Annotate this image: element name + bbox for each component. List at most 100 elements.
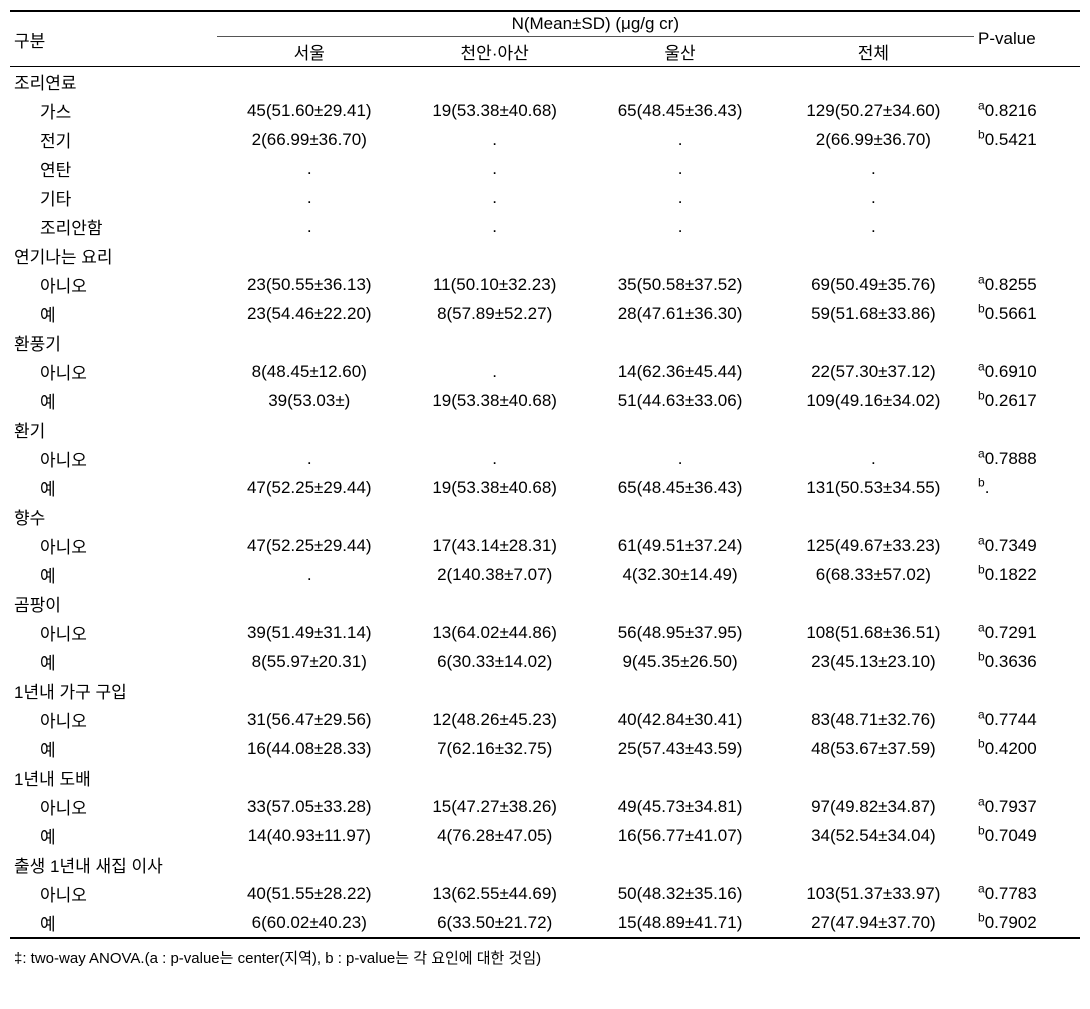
cell-cheonan: . xyxy=(402,212,587,241)
cell-cheonan: 7(62.16±32.75) xyxy=(402,734,587,763)
pvalue-value: 0.2617 xyxy=(985,391,1037,410)
cell-ulsan: 28(47.61±36.30) xyxy=(587,299,772,328)
row-label: 예 xyxy=(10,386,217,415)
cell-seoul: 45(51.60±29.41) xyxy=(217,96,402,125)
cell-cheonan: 13(62.55±44.69) xyxy=(402,879,587,908)
cell-total: 103(51.37±33.97) xyxy=(773,879,974,908)
cell-ulsan: 50(48.32±35.16) xyxy=(587,879,772,908)
cell-total: 125(49.67±33.23) xyxy=(773,531,974,560)
cell-total: 129(50.27±34.60) xyxy=(773,96,974,125)
pvalue-value: 0.7783 xyxy=(985,884,1037,903)
cell-total: 108(51.68±36.51) xyxy=(773,618,974,647)
cell-ulsan: 65(48.45±36.43) xyxy=(587,473,772,502)
pvalue-value: . xyxy=(985,478,990,497)
cell-seoul: 33(57.05±33.28) xyxy=(217,792,402,821)
cell-seoul: 23(54.46±22.20) xyxy=(217,299,402,328)
cell-seoul: 47(52.25±29.44) xyxy=(217,531,402,560)
row-label: 아니오 xyxy=(10,444,217,473)
cell-ulsan: 9(45.35±26.50) xyxy=(587,647,772,676)
table-row: 전기2(66.99±36.70)..2(66.99±36.70)b0.5421 xyxy=(10,125,1080,154)
pvalue-superscript: b xyxy=(978,127,985,141)
header-category: 구분 xyxy=(10,11,217,67)
cell-cheonan: . xyxy=(402,183,587,212)
row-label: 예 xyxy=(10,734,217,763)
table-row: 연탄.... xyxy=(10,154,1080,183)
cell-total: 2(66.99±36.70) xyxy=(773,125,974,154)
cell-cheonan: 6(30.33±14.02) xyxy=(402,647,587,676)
cell-seoul: 47(52.25±29.44) xyxy=(217,473,402,502)
cell-total: 97(49.82±34.87) xyxy=(773,792,974,821)
cell-total: 109(49.16±34.02) xyxy=(773,386,974,415)
section-title-row: 환기 xyxy=(10,415,1080,444)
row-label: 아니오 xyxy=(10,705,217,734)
section-title: 연기나는 요리 xyxy=(10,241,217,270)
cell-pvalue xyxy=(974,154,1080,183)
cell-ulsan: . xyxy=(587,183,772,212)
cell-pvalue: b. xyxy=(974,473,1080,502)
row-label: 예 xyxy=(10,299,217,328)
cell-ulsan: 51(44.63±33.06) xyxy=(587,386,772,415)
section-title: 조리연료 xyxy=(10,67,217,97)
table-row: 가스45(51.60±29.41)19(53.38±40.68)65(48.45… xyxy=(10,96,1080,125)
header-total: 전체 xyxy=(773,37,974,67)
section-title-row: 환풍기 xyxy=(10,328,1080,357)
pvalue-superscript: b xyxy=(978,736,985,750)
cell-cheonan: 6(33.50±21.72) xyxy=(402,908,587,938)
cell-cheonan: 4(76.28±47.05) xyxy=(402,821,587,850)
section-title-row: 1년내 도배 xyxy=(10,763,1080,792)
table-row: 예14(40.93±11.97)4(76.28±47.05)16(56.77±4… xyxy=(10,821,1080,850)
cell-seoul: 14(40.93±11.97) xyxy=(217,821,402,850)
cell-pvalue: b0.7049 xyxy=(974,821,1080,850)
cell-seoul: 39(53.03±) xyxy=(217,386,402,415)
table-row: 아니오33(57.05±33.28)15(47.27±38.26)49(45.7… xyxy=(10,792,1080,821)
pvalue-value: 0.7902 xyxy=(985,913,1037,932)
cell-cheonan: 12(48.26±45.23) xyxy=(402,705,587,734)
cell-seoul: 2(66.99±36.70) xyxy=(217,125,402,154)
cell-pvalue: b0.5661 xyxy=(974,299,1080,328)
cell-total: 6(68.33±57.02) xyxy=(773,560,974,589)
cell-total: . xyxy=(773,154,974,183)
pvalue-value: 0.7291 xyxy=(985,623,1037,642)
cell-ulsan: 56(48.95±37.95) xyxy=(587,618,772,647)
pvalue-value: 0.7349 xyxy=(985,536,1037,555)
pvalue-value: 0.8255 xyxy=(985,275,1037,294)
cell-total: 131(50.53±34.55) xyxy=(773,473,974,502)
row-label: 조리안함 xyxy=(10,212,217,241)
cell-ulsan: . xyxy=(587,154,772,183)
cell-seoul: 39(51.49±31.14) xyxy=(217,618,402,647)
section-title-row: 연기나는 요리 xyxy=(10,241,1080,270)
section-title-row: 조리연료 xyxy=(10,67,1080,97)
section-title: 환기 xyxy=(10,415,217,444)
cell-pvalue: b0.1822 xyxy=(974,560,1080,589)
cell-ulsan: 4(32.30±14.49) xyxy=(587,560,772,589)
cell-cheonan: 19(53.38±40.68) xyxy=(402,386,587,415)
section-title: 1년내 가구 구입 xyxy=(10,676,217,705)
cell-cheonan: 17(43.14±28.31) xyxy=(402,531,587,560)
header-cheonan: 천안·아산 xyxy=(402,37,587,67)
cell-seoul: 23(50.55±36.13) xyxy=(217,270,402,299)
section-title: 1년내 도배 xyxy=(10,763,217,792)
table-row: 아니오31(56.47±29.56)12(48.26±45.23)40(42.8… xyxy=(10,705,1080,734)
cell-cheonan: . xyxy=(402,357,587,386)
table-body: 조리연료가스45(51.60±29.41)19(53.38±40.68)65(4… xyxy=(10,67,1080,939)
table-row: 예16(44.08±28.33)7(62.16±32.75)25(57.43±4… xyxy=(10,734,1080,763)
pvalue-superscript: b xyxy=(978,475,985,489)
row-label: 전기 xyxy=(10,125,217,154)
pvalue-value: 0.7937 xyxy=(985,797,1037,816)
cell-pvalue: b0.2617 xyxy=(974,386,1080,415)
cell-ulsan: 49(45.73±34.81) xyxy=(587,792,772,821)
pvalue-value: 0.7744 xyxy=(985,710,1037,729)
cell-cheonan: 15(47.27±38.26) xyxy=(402,792,587,821)
row-label: 예 xyxy=(10,821,217,850)
section-title: 향수 xyxy=(10,502,217,531)
row-label: 연탄 xyxy=(10,154,217,183)
section-title: 곰팡이 xyxy=(10,589,217,618)
cell-ulsan: . xyxy=(587,444,772,473)
row-label: 아니오 xyxy=(10,531,217,560)
pvalue-value: 0.6910 xyxy=(985,362,1037,381)
cell-total: 83(48.71±32.76) xyxy=(773,705,974,734)
row-label: 가스 xyxy=(10,96,217,125)
table-row: 예23(54.46±22.20)8(57.89±52.27)28(47.61±3… xyxy=(10,299,1080,328)
header-pvalue: P-value xyxy=(974,11,1080,67)
row-label: 아니오 xyxy=(10,879,217,908)
